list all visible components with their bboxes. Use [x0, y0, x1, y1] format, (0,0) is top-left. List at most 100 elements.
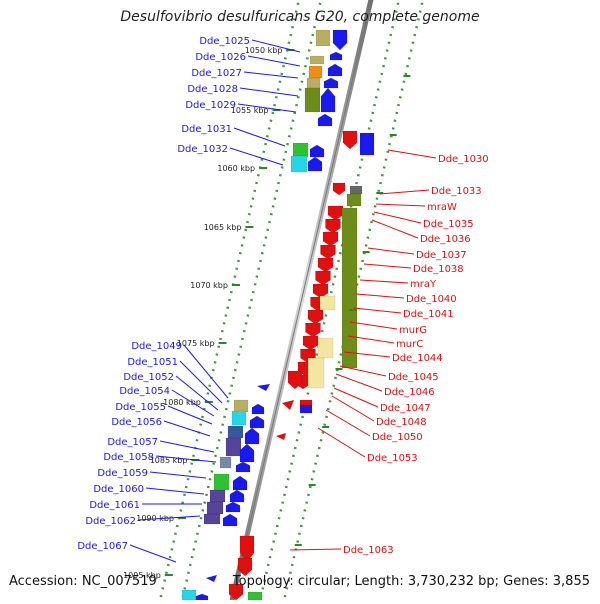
cds-reverse — [302, 335, 319, 351]
annotation-block — [209, 489, 226, 503]
scale-tick-label: 1095 kbp — [123, 571, 161, 580]
annotation-block — [308, 65, 323, 79]
scale-tick-label: 1070 kbp — [190, 281, 228, 290]
gene-label-mray: mraY — [410, 279, 437, 290]
cds-reverse — [239, 535, 255, 563]
leader-line — [137, 515, 201, 521]
annotation-block — [349, 185, 363, 195]
cds-reverse — [315, 270, 331, 286]
gene-label-dde_1057: Dde_1057 — [107, 437, 158, 448]
gene-label-dde_1025: Dde_1025 — [199, 36, 250, 47]
gene-label-dde_1035: Dde_1035 — [423, 219, 474, 230]
gene-label-dde_1054: Dde_1054 — [119, 386, 170, 397]
scale-tick-label: 1080 kbp — [163, 398, 201, 407]
genome-summary: Topology: circular; Length: 3,730,232 bp… — [232, 574, 590, 589]
gene-label-dde_1052: Dde_1052 — [123, 372, 174, 383]
leader-line — [251, 39, 301, 53]
leader-line — [379, 189, 430, 195]
gene-label-dde_1058: Dde_1058 — [103, 452, 154, 463]
gene-label-dde_1033: Dde_1033 — [431, 186, 482, 197]
cds-forward — [225, 501, 241, 513]
gene-label-dde_1041: Dde_1041 — [403, 309, 454, 320]
gene-label-dde_1032: Dde_1032 — [177, 144, 228, 155]
gene-label-dde_1053: Dde_1053 — [367, 453, 418, 464]
leader-line — [129, 544, 177, 563]
cds-forward — [229, 489, 245, 503]
leader-line — [229, 147, 284, 166]
map-title: Desulfovibrio desulfuricans G20, complet… — [120, 9, 480, 25]
cds-forward — [317, 113, 333, 127]
cds-forward-block — [359, 132, 375, 156]
cds-forward — [309, 144, 325, 158]
gene-label-murc: murC — [396, 339, 423, 350]
annotation-block — [317, 337, 334, 359]
cds-forward — [251, 403, 265, 415]
feature-track-left — [179, 0, 323, 604]
cds-forward — [239, 443, 255, 463]
gene-label-dde_1047: Dde_1047 — [380, 403, 431, 414]
leader-line — [363, 263, 412, 269]
annotation-block — [304, 87, 321, 113]
leader-line — [317, 427, 366, 458]
scale-tick-label: 1075 kbp — [177, 339, 215, 348]
scale-track-left — [157, 0, 301, 604]
gene-label-murg: murG — [399, 325, 427, 336]
leader-line — [167, 405, 213, 425]
gene-label-dde_1067: Dde_1067 — [77, 541, 128, 552]
gene-label-dde_1049: Dde_1049 — [131, 341, 182, 352]
leader-line — [335, 373, 383, 392]
gene-label-dde_1050: Dde_1050 — [372, 432, 423, 443]
annotation-block — [319, 295, 336, 311]
gene-label-dde_1038: Dde_1038 — [413, 264, 464, 275]
annotation-block — [219, 456, 232, 469]
annotation-block — [181, 589, 197, 601]
gene-label-dde_1055: Dde_1055 — [115, 402, 166, 413]
annotation-block — [231, 410, 247, 426]
scale-tick-label: 1055 kbp — [231, 106, 269, 115]
leader-line — [333, 387, 379, 408]
gene-label-dde_1045: Dde_1045 — [388, 372, 439, 383]
leader-line — [289, 548, 342, 551]
leader-line — [331, 395, 375, 422]
gene-label-dde_1051: Dde_1051 — [127, 357, 178, 368]
leader-line — [349, 321, 398, 330]
cds-reverse — [287, 370, 303, 390]
cds-forward — [327, 63, 343, 77]
leader-line — [325, 409, 371, 437]
cds-reverse — [307, 309, 324, 325]
leader-line — [373, 211, 422, 224]
cds-reverse — [228, 583, 244, 601]
leader-line — [183, 344, 229, 399]
gene-label-dde_1048: Dde_1048 — [376, 417, 427, 428]
gene-label-dde_1028: Dde_1028 — [187, 84, 238, 95]
scale-tick-label: 1085 kbp — [150, 456, 188, 465]
annotation-block — [306, 77, 321, 89]
gene-label-dde_1029: Dde_1029 — [185, 100, 236, 111]
cds-forward — [323, 77, 339, 89]
cds-reverse — [342, 130, 358, 150]
cds-reverse — [332, 182, 346, 196]
cds-forward — [249, 415, 265, 429]
leader-line — [355, 293, 405, 299]
leader-line — [171, 389, 215, 417]
gene-label-dde_1036: Dde_1036 — [420, 234, 471, 245]
leader-line — [247, 55, 301, 67]
annotation-block — [346, 193, 362, 207]
annotation-block — [309, 55, 325, 65]
annotation-block — [206, 501, 224, 515]
scale-tick-label: 1050 kbp — [245, 46, 283, 55]
gene-label-dde_1044: Dde_1044 — [392, 353, 443, 364]
cds-reverse — [320, 244, 336, 260]
gene-label-dde_1027: Dde_1027 — [191, 68, 242, 79]
cds-forward-block — [299, 404, 313, 414]
leader-line — [145, 487, 205, 495]
gene-label-mraw: mraW — [427, 202, 457, 213]
cds-forward-small — [257, 384, 270, 391]
leader-line — [359, 279, 409, 284]
annotation-block — [290, 155, 308, 173]
gene-label-dde_1056: Dde_1056 — [111, 417, 162, 428]
gene-label-dde_1040: Dde_1040 — [406, 294, 457, 305]
annotation-block — [203, 513, 221, 525]
